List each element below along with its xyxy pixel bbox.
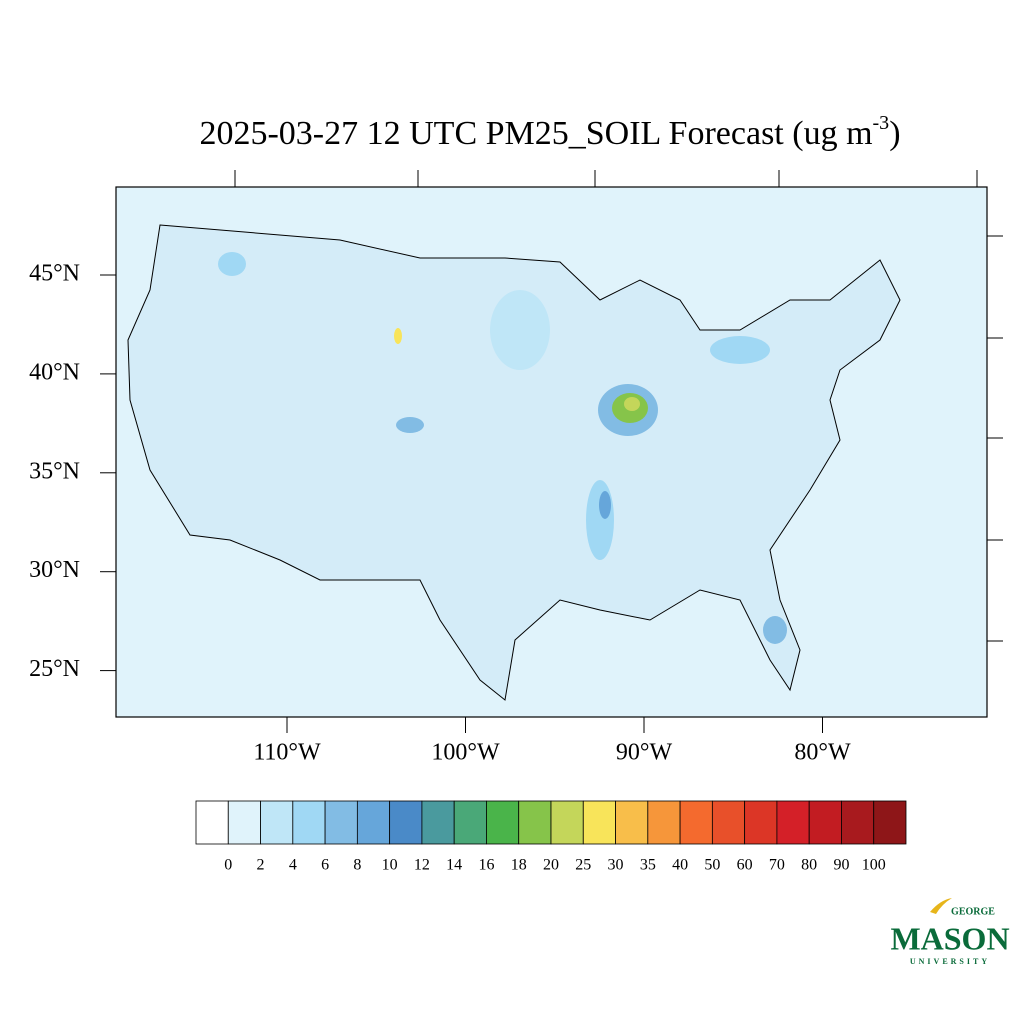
lon-label: 110°W: [253, 740, 321, 766]
colorbar-label: 8: [353, 857, 361, 874]
lat-label: 35°N: [29, 458, 80, 484]
field-blob: [394, 328, 402, 344]
colorbar-box: [389, 800, 423, 845]
colorbar-box: [776, 800, 810, 845]
field-blob: [710, 336, 770, 364]
map-border: [115, 186, 988, 718]
axes: 45°N 40°N 35°N 30°N 25°N 110°W 100°W 90°W 80°W: [29, 261, 851, 766]
logo-main: MASON: [890, 920, 1009, 956]
colorbar-box: [421, 800, 455, 845]
lon-label: 90°W: [616, 740, 673, 766]
colorbar-box: [582, 800, 616, 845]
colorbar-label: 2: [257, 857, 265, 874]
colorbar-label: 60: [737, 857, 753, 874]
colorbar-box: [679, 800, 713, 845]
colorbar-label: 100: [862, 857, 886, 874]
lon-label: 100°W: [431, 740, 500, 766]
logo-flame: [930, 898, 952, 914]
logo: GEORGE MASON UNIVERSITY: [890, 898, 1010, 966]
colorbar-box: [873, 800, 907, 845]
colorbar-label: 70: [769, 857, 785, 874]
colorbar-box: [195, 800, 229, 845]
colorbar-label: 10: [382, 857, 398, 874]
colorbar-box: [841, 800, 875, 845]
colorbar-box: [518, 800, 552, 845]
colorbar-label: 35: [640, 857, 656, 874]
field-blob: [490, 290, 550, 370]
colorbar-label: 25: [575, 857, 591, 874]
colorbar-box: [744, 800, 778, 845]
colorbar-box: [227, 800, 261, 845]
colorbar-box: [292, 800, 326, 845]
colorbar-label: 20: [543, 857, 559, 874]
colorbar-box: [260, 800, 294, 845]
lat-label: 45°N: [29, 261, 80, 287]
colorbar-label: 18: [511, 857, 527, 874]
field-blob: [763, 616, 787, 644]
lat-label: 40°N: [29, 359, 80, 385]
map-frame: [115, 170, 1003, 718]
colorbar-box: [550, 800, 584, 845]
colorbar-label: 6: [321, 857, 329, 874]
colorbar-label: 80: [801, 857, 817, 874]
colorbar-label: 0: [224, 857, 232, 874]
colorbar-box: [324, 800, 358, 845]
colorbar-label: 40: [672, 857, 688, 874]
lat-label: 25°N: [29, 656, 80, 682]
colorbar-label: 30: [608, 857, 624, 874]
lat-label: 30°N: [29, 557, 80, 583]
colorbar-label: 16: [478, 857, 494, 874]
colorbar-box: [647, 800, 681, 845]
frame-ticks: [234, 170, 1003, 642]
colorbar-label: 12: [414, 857, 430, 874]
us-outline: [127, 224, 901, 701]
colorbar-label: 50: [704, 857, 720, 874]
colorbar-box: [615, 800, 649, 845]
colorbar: 0 2 4 6 8 10 12 14 16 18 20 25 30 35 40 50 60 70 80 90 100: [195, 800, 907, 874]
field-blob: [624, 397, 640, 411]
logo-bottom: UNIVERSITY: [910, 957, 990, 966]
title-superscript: -3: [873, 112, 890, 134]
colorbar-label: 90: [833, 857, 849, 874]
colorbar-label: 4: [289, 857, 297, 874]
field-blob: [396, 417, 424, 433]
logo-top: GEORGE: [951, 906, 995, 917]
map-title: 2025-03-27 12 UTC PM25_SOIL Forecast (ug…: [199, 112, 900, 152]
colorbar-box: [356, 800, 391, 845]
colorbar-box: [486, 800, 520, 845]
field-blob: [218, 252, 246, 276]
title-text: 2025-03-27 12 UTC PM25_SOIL Forecast (ug…: [199, 115, 872, 152]
colorbar-box: [711, 800, 746, 845]
title-close: ): [889, 115, 900, 152]
field-blob: [599, 491, 611, 519]
colorbar-box: [808, 800, 842, 845]
lon-label: 80°W: [794, 740, 851, 766]
colorbar-box: [453, 800, 487, 845]
colorbar-label: 14: [446, 857, 462, 874]
field-blob: [586, 480, 614, 560]
